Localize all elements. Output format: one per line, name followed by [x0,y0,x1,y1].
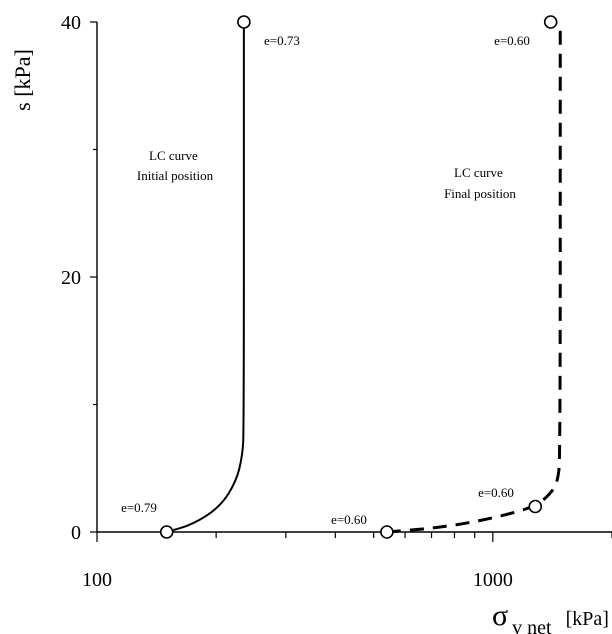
point-label-e079: e=0.79 [121,500,157,515]
data-point-marker [528,499,543,514]
x-axis-label-symbol: σ [492,599,508,632]
annotation-initial: LC curve Initial position [137,148,214,183]
axes: 0 20 40 100 1000 [61,12,612,591]
data-point-marker [380,525,394,539]
data-point-marker [159,525,174,539]
x-tick-label: 100 [82,569,112,591]
annotation-initial-line2: Initial position [137,168,214,183]
point-label-e073: e=0.73 [264,33,300,48]
point-label-e060-bottom: e=0.60 [331,512,367,527]
data-point-marker [237,15,251,29]
x-axis-label: σ v net [kPa] [492,599,609,634]
annotation-final: LC curve Final position [444,165,516,201]
series-initial-line [166,22,245,533]
point-label-e060-mid: e=0.60 [478,485,514,500]
point-label-e060-top: e=0.60 [494,33,530,48]
x-axis-label-subscript: v net [512,617,552,634]
y-tick-label: 0 [71,522,81,544]
label-layer: s [kPa] σ v net [kPa] LC curve Initial p… [10,33,609,634]
marker-layer [159,15,558,539]
y-tick-label: 20 [61,267,81,289]
series-final-line [386,22,562,534]
annotation-final-line1: LC curve [454,165,503,180]
data-point-marker [543,15,558,29]
series-layer [166,22,562,534]
y-axis-label: s [kPa] [10,49,35,111]
x-tick-label: 1000 [473,569,513,591]
x-axis-label-unit: [kPa] [566,608,609,630]
annotation-final-line2: Final position [444,186,516,201]
annotation-initial-line1: LC curve [149,148,198,163]
y-tick-label: 40 [61,12,81,34]
